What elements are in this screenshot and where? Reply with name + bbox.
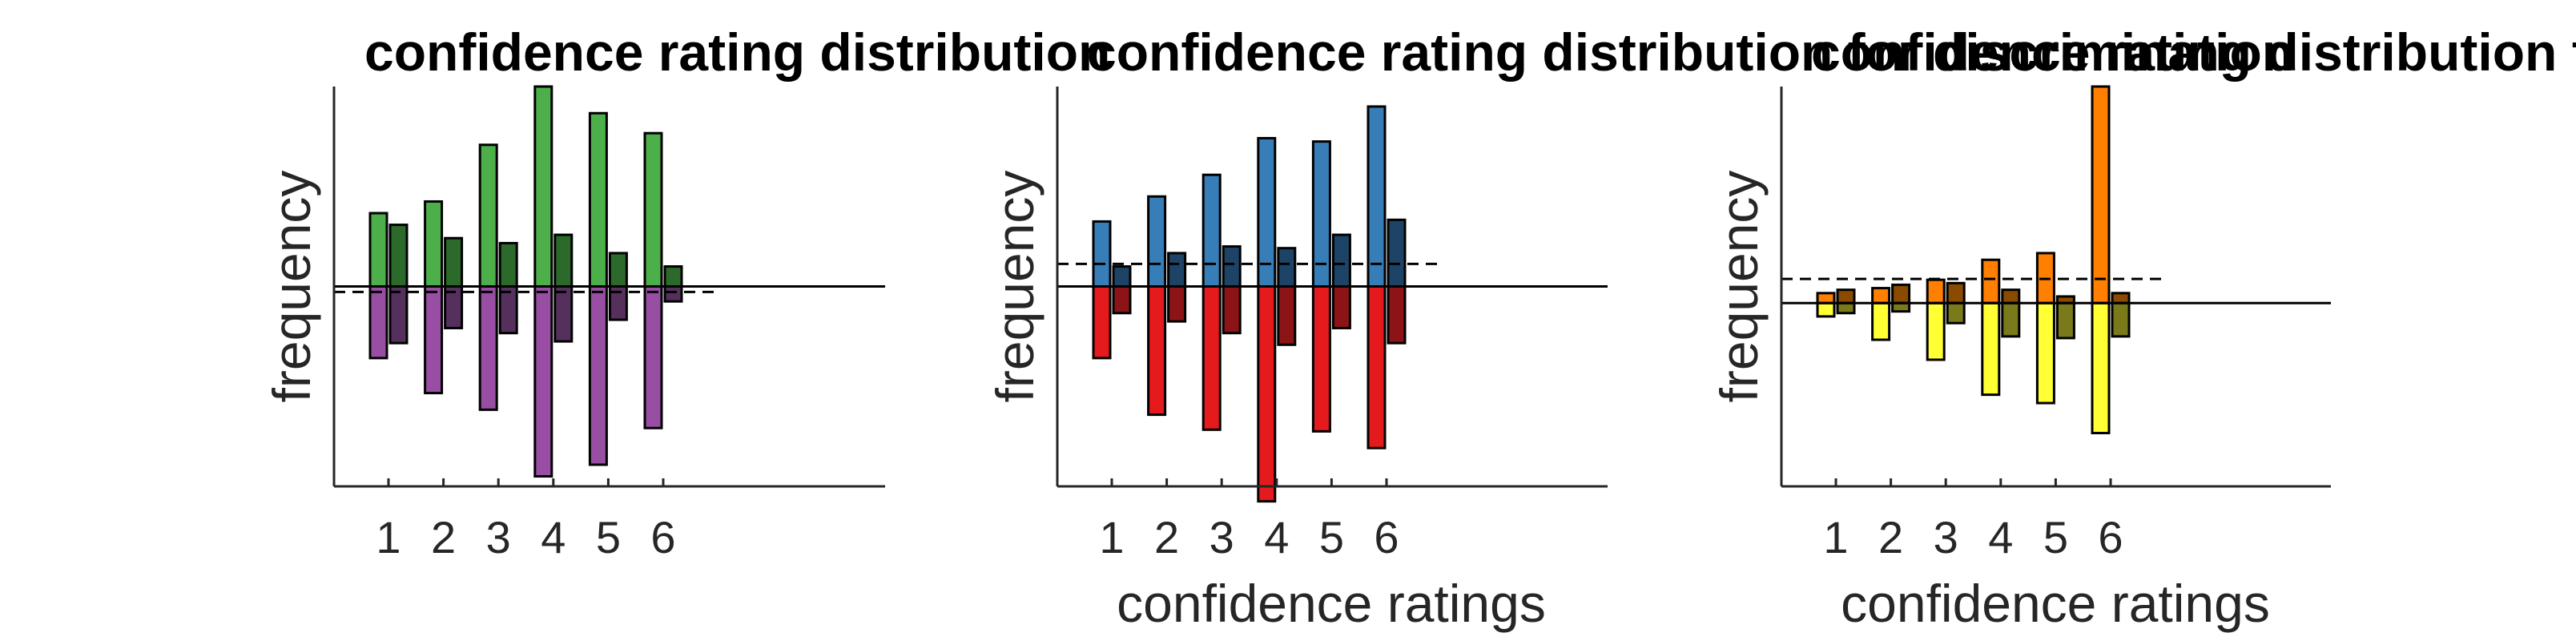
bar — [478, 285, 498, 411]
bar — [368, 212, 388, 288]
bar — [663, 285, 683, 303]
bar — [643, 285, 663, 429]
bar — [424, 285, 444, 395]
bar — [1836, 288, 1856, 304]
y-axis-label: frequency — [262, 171, 321, 403]
x-axis-label: confidence ratings — [1841, 574, 2270, 633]
bar — [444, 236, 464, 288]
bar — [588, 285, 608, 466]
bar — [2111, 301, 2131, 338]
y-axis-label: frequency — [985, 171, 1044, 403]
bar — [388, 285, 409, 345]
bar — [1112, 265, 1132, 288]
x-tick-label: 4 — [1988, 512, 2013, 562]
x-tick-label: 2 — [1154, 512, 1179, 562]
bar — [608, 252, 628, 288]
bar — [2001, 288, 2021, 304]
bar — [1167, 252, 1187, 288]
bar — [1891, 283, 1911, 304]
bar — [1816, 292, 1836, 304]
bar — [533, 285, 553, 478]
bar — [1331, 285, 1351, 329]
x-tick-label: 1 — [376, 512, 400, 562]
bar — [1147, 285, 1167, 417]
bar — [1366, 285, 1387, 450]
bar — [2001, 301, 2021, 338]
bar — [368, 285, 388, 360]
bar — [1871, 301, 1891, 341]
x-tick-label: 6 — [2098, 512, 2123, 562]
bar — [1147, 195, 1167, 288]
bar — [388, 224, 409, 288]
bar — [2055, 301, 2075, 340]
bar — [643, 131, 663, 288]
bar — [1277, 247, 1297, 288]
x-tick-label: 3 — [486, 512, 511, 562]
bar — [1946, 281, 1966, 304]
bar — [1201, 173, 1222, 288]
bar — [2035, 301, 2055, 405]
x-tick-label: 6 — [1374, 512, 1399, 562]
bar — [1981, 258, 2001, 304]
bar — [1836, 301, 1856, 315]
chart-panel-3: 1 2 3 4 5 6 frequency confidence ratings — [1709, 85, 2331, 633]
bar — [663, 265, 683, 288]
x-tick-label: 3 — [1210, 512, 1234, 562]
bar — [1926, 278, 1946, 304]
x-tick-label: 5 — [1319, 512, 1344, 562]
bar — [1167, 285, 1187, 323]
bar — [1366, 105, 1387, 288]
x-tick-label: 1 — [1099, 512, 1124, 562]
x-tick-label: 5 — [596, 512, 621, 562]
bar — [1387, 285, 1407, 345]
chart-title: confidence rating distribution — [364, 22, 1110, 82]
bar — [498, 285, 518, 335]
bar — [498, 241, 518, 288]
bar — [478, 143, 498, 288]
bar — [533, 85, 553, 288]
bar — [1331, 233, 1351, 288]
bar — [1092, 285, 1112, 360]
bar — [553, 285, 574, 343]
bar — [1092, 220, 1112, 288]
y-axis-label: frequency — [1709, 171, 1769, 403]
x-tick-label: 3 — [1934, 512, 1958, 562]
bar — [553, 233, 574, 288]
bar — [2111, 292, 2131, 304]
bar — [1257, 285, 1277, 503]
bar — [1816, 301, 1836, 318]
bar — [1112, 285, 1132, 315]
bar — [424, 200, 444, 288]
x-tick-label: 5 — [2043, 512, 2068, 562]
bar — [2091, 85, 2111, 304]
chart-panel-1: 1 2 3 4 5 6 frequency — [262, 85, 885, 562]
bar — [1946, 301, 1966, 325]
bar — [1387, 218, 1407, 288]
bar — [1311, 285, 1331, 433]
chart-title: confidence rating distribution for discr… — [1087, 22, 2294, 82]
x-tick-label: 1 — [1823, 512, 1848, 562]
bar — [1981, 301, 2001, 397]
x-tick-label: 4 — [1264, 512, 1289, 562]
x-tick-label: 6 — [650, 512, 675, 562]
bar — [1926, 301, 1946, 361]
bar — [1201, 285, 1222, 431]
bar — [1222, 285, 1242, 335]
chart-title: confidence rating distribution for tilt … — [1811, 22, 2576, 82]
bar — [2091, 301, 2111, 434]
bar — [1277, 285, 1297, 346]
bar — [1891, 301, 1911, 313]
chart-panel-2: 1 2 3 4 5 6 frequency confidence ratings — [985, 87, 1608, 633]
x-tick-label: 2 — [1878, 512, 1903, 562]
x-tick-label: 4 — [541, 512, 566, 562]
bar — [1222, 245, 1242, 288]
bar — [1871, 287, 1891, 304]
x-axis-label: confidence ratings — [1117, 574, 1546, 633]
x-tick-label: 2 — [431, 512, 456, 562]
bar — [588, 111, 608, 288]
